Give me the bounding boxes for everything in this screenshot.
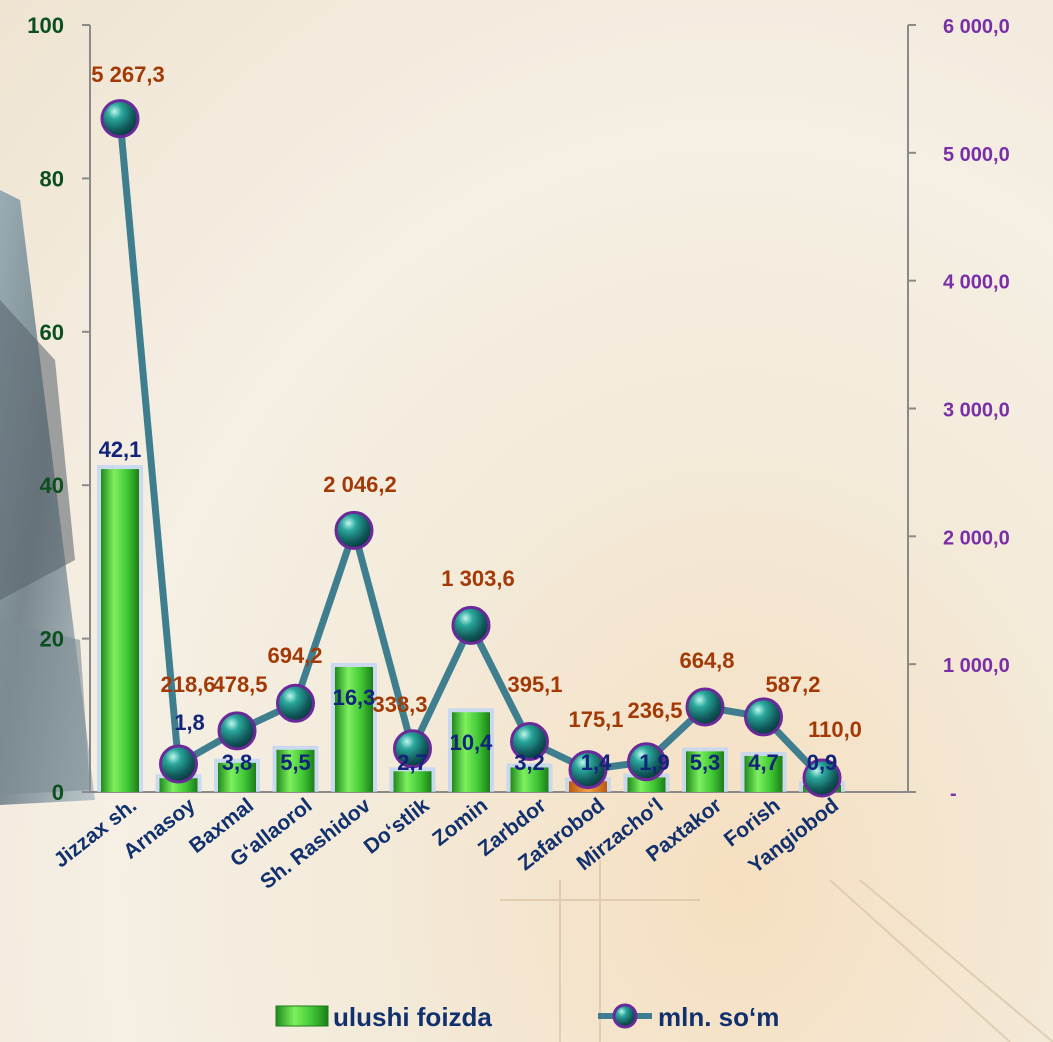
line-point	[510, 721, 549, 761]
bar-series	[97, 465, 845, 792]
bar-data-label: 2,7	[397, 750, 428, 775]
line-point	[159, 744, 198, 784]
bar	[218, 762, 256, 792]
bar-data-label: 5,3	[690, 750, 721, 775]
y-tick-label: 60	[40, 320, 64, 345]
background-cranes	[500, 860, 1053, 1042]
y-axis-right-ticks: - 1 000,0 2 000,0 3 000,0 4 000,0 5 000,0 6 00…	[908, 16, 1010, 805]
bar-data-label: 1,4	[581, 750, 612, 775]
bar	[101, 469, 139, 792]
y-tick-label: 80	[40, 166, 64, 191]
line-point	[685, 687, 725, 727]
bar-data-label: 5,5	[280, 750, 311, 775]
line-data-label: 694,2	[267, 643, 322, 668]
line-point	[627, 742, 666, 782]
legend: ulushi foizda mln. so‘m	[275, 1002, 779, 1032]
line-point	[744, 697, 783, 737]
line-point	[100, 99, 140, 139]
legend-marker-icon	[612, 1003, 638, 1029]
line-data-label: 587,2	[765, 672, 820, 697]
bar	[686, 751, 724, 792]
line-data-label: 2 046,2	[323, 472, 396, 497]
bar-data-label: 0,9	[807, 750, 838, 775]
line-point	[568, 750, 608, 790]
bar-data-label: 3,2	[514, 750, 545, 775]
bar	[159, 778, 198, 792]
line-point	[334, 510, 374, 550]
bar	[627, 777, 666, 792]
y2-tick-label: 1 000,0	[943, 655, 1010, 677]
category-label: Do‘stlik	[360, 794, 434, 859]
y-tick-label: 100	[27, 13, 64, 38]
category-label: Jizzax sh.	[50, 794, 141, 872]
legend-bar-label: ulushi foizda	[333, 1002, 492, 1032]
y2-tick-label: 2 000,0	[943, 527, 1010, 549]
y2-tick-label: 5 000,0	[943, 144, 1010, 166]
bar	[452, 712, 490, 792]
y2-tick-label: 4 000,0	[943, 272, 1010, 294]
line-data-label: 175,1	[568, 707, 623, 732]
data-labels: 42,1 1,8 3,8 5,5 16,3 2,7 10,4 3,2 1,4 1,9 5,3 4,7 0…	[91, 62, 862, 775]
line-data-label: 236,5	[627, 698, 682, 723]
line-data-label: 218,6	[160, 672, 215, 697]
y-axis-left-ticks: 0 20 40 60 80 100	[27, 13, 90, 805]
bar-data-label: 1,8	[174, 710, 205, 735]
line-data-label: 5 267,3	[91, 62, 164, 87]
y-tick-label: 0	[52, 780, 64, 805]
y2-tick-label: 3 000,0	[943, 400, 1010, 422]
bar-data-label: 1,9	[639, 750, 670, 775]
line-point	[276, 683, 315, 723]
line-data-label: 1 303,6	[441, 566, 514, 591]
background-photo	[0, 190, 95, 805]
bar-data-label: 10,4	[450, 730, 494, 755]
bar	[510, 767, 549, 792]
line-point	[802, 758, 842, 798]
y-tick-label: 40	[40, 473, 64, 498]
line-data-label: 478,5	[212, 672, 267, 697]
line-point	[451, 605, 491, 645]
line-point	[393, 729, 432, 769]
line-point	[217, 711, 257, 751]
legend-bar-swatch	[275, 1005, 329, 1027]
legend-line-label: mln. so‘m	[658, 1002, 779, 1032]
y-tick-label: 20	[40, 627, 64, 652]
line-data-label: 395,1	[507, 672, 562, 697]
bar-data-label: 4,7	[748, 750, 779, 775]
y2-tick-label: -	[950, 783, 957, 805]
line-series	[100, 99, 842, 798]
line-data-label: 664,8	[679, 648, 734, 673]
bar	[393, 771, 432, 792]
line-data-label: 338,3	[372, 692, 427, 717]
bar	[335, 666, 373, 792]
bar	[276, 749, 315, 792]
bar-data-label: 16,3	[333, 685, 376, 710]
bar	[744, 755, 783, 792]
bar-data-label: 3,8	[222, 750, 253, 775]
bar-data-label: 42,1	[99, 437, 142, 462]
line-data-label: 110,0	[808, 717, 862, 742]
y2-tick-label: 6 000,0	[943, 16, 1010, 38]
